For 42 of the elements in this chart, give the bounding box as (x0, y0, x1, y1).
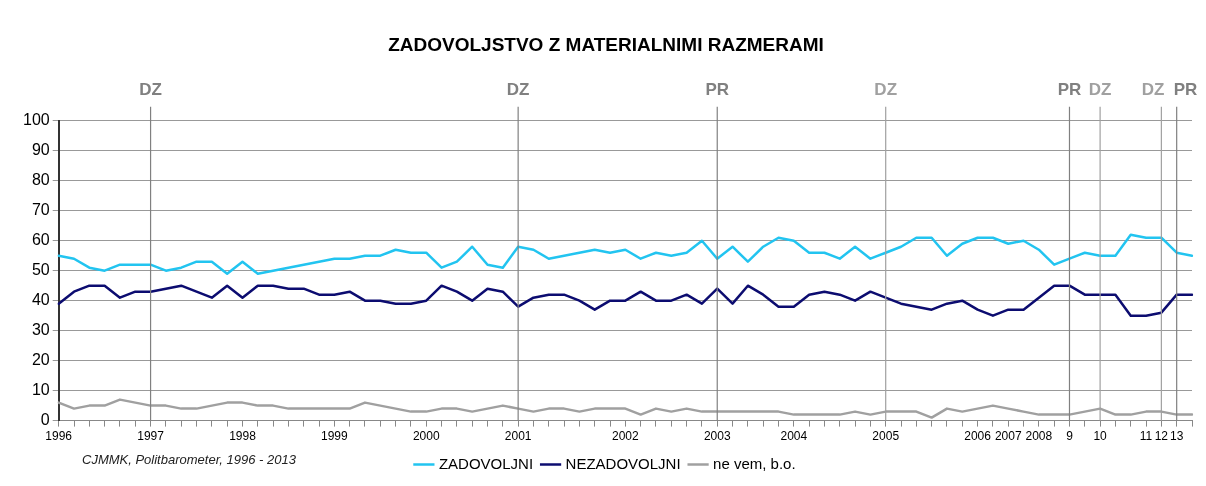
x-tick-label: 1998 (229, 429, 257, 444)
ref-line-label: DZ (139, 79, 162, 99)
y-tick-label: 40 (31, 291, 50, 309)
ref-line-label: PR (1173, 79, 1198, 99)
x-tick-label: 1997 (137, 429, 165, 444)
y-tick-label: 100 (22, 111, 50, 129)
x-tick-label: 2001 (504, 429, 532, 444)
legend-label: NEZADOVOLJNI (565, 454, 681, 472)
legend-label: ZADOVOLJNI (438, 454, 534, 472)
ref-line-label: DZ (1088, 79, 1112, 99)
x-tick-label: 11 (1139, 429, 1153, 444)
ref-line-label: DZ (874, 79, 898, 99)
x-tick-label: 2003 (703, 429, 731, 444)
ref-line-label: PR (705, 79, 730, 99)
y-tick-label: 30 (31, 321, 50, 339)
x-tick-label: 2000 (412, 429, 440, 444)
y-tick-label: 60 (31, 231, 50, 249)
x-tick-label: 1996 (45, 429, 73, 444)
x-tick-label: 2008 (1025, 429, 1053, 444)
text: CJMMK, Politbarometer, 1996 - 2013 (82, 451, 297, 467)
y-tick-label: 50 (31, 261, 50, 279)
x-tick-label: 9 (1066, 429, 1074, 444)
y-tick-label: 70 (31, 201, 50, 219)
x-tick-label: 12 (1154, 429, 1169, 444)
ref-line-label: DZ (506, 79, 530, 99)
ref-line-label: DZ (1141, 79, 1165, 99)
x-tick-label: 2004 (780, 429, 808, 444)
y-tick-label: 90 (31, 141, 50, 159)
y-tick-label: 0 (40, 411, 50, 429)
y-tick-label: 20 (31, 351, 50, 369)
x-tick-label: 2006 (964, 429, 992, 444)
chart-title: ZADOVOLJSTVO Z MATERIALNIMI RAZMERAMI (388, 33, 824, 55)
x-tick-label: 1999 (321, 429, 349, 444)
x-tick-label: 10 (1093, 429, 1108, 444)
ref-line-label: PR (1057, 79, 1082, 99)
y-tick-label: 80 (31, 171, 50, 189)
x-tick-label: 13 (1170, 429, 1184, 444)
legend-label: ne vem, b.o. (713, 454, 796, 472)
x-tick-label: 2007 (994, 429, 1022, 444)
y-tick-label: 10 (31, 381, 50, 399)
x-tick-label: 2002 (612, 429, 640, 444)
x-tick-label: 2005 (872, 429, 900, 444)
